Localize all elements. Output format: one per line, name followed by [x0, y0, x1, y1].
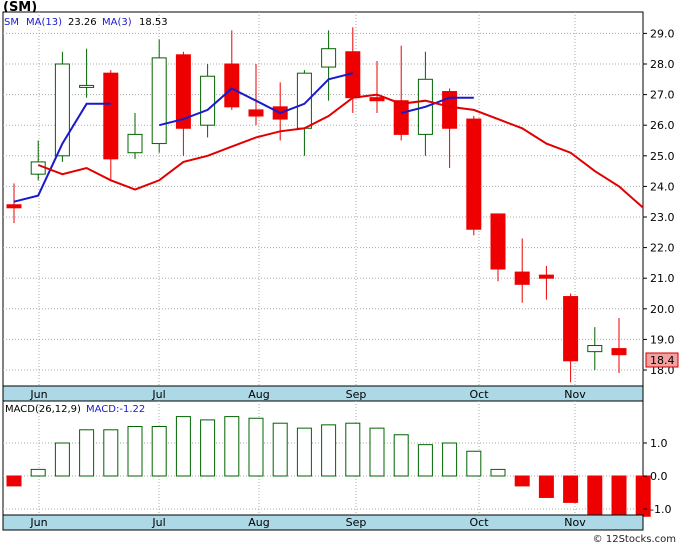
legend-ma-fast-label: MA(3) — [102, 17, 132, 28]
price-y-tick-label: 19.0 — [650, 333, 675, 346]
macd-bar — [321, 424, 337, 477]
legend-symbol: SM — [4, 17, 19, 28]
macd-y-tick-label: 1.0 — [650, 437, 668, 450]
candle-body — [587, 345, 603, 353]
macd-x-axis-band — [2, 514, 644, 531]
ticker-title: (SM) — [3, 0, 38, 15]
price-x-tick-label: Nov — [564, 388, 586, 401]
candle-body — [393, 100, 409, 135]
price-x-ticks: Jun Jul Aug Sep Oct Nov — [29, 388, 586, 401]
last-price-label: 18.4 — [650, 354, 675, 367]
price-x-tick-label: Sep — [346, 388, 367, 401]
macd-bar — [248, 417, 264, 477]
price-x-tick-label: Jun — [29, 388, 47, 401]
macd-bars-group — [6, 416, 651, 517]
candle-body — [248, 109, 264, 117]
macd-x-tick-label: Sep — [346, 516, 367, 529]
macd-bar — [272, 422, 288, 477]
macd-bar — [6, 475, 22, 487]
candle-body — [442, 91, 458, 129]
macd-x-tick-label: Jul — [151, 516, 165, 529]
macd-bar — [103, 429, 119, 477]
candle-body — [200, 75, 216, 126]
macd-y-tick-label: 0.0 — [650, 470, 668, 483]
macd-bar — [151, 426, 167, 477]
candle-body — [6, 204, 22, 209]
macd-bar — [587, 475, 603, 515]
price-y-ticks: 18.019.020.021.022.023.024.025.026.027.0… — [643, 27, 675, 377]
macd-bar — [54, 442, 70, 477]
candle-body — [79, 84, 95, 88]
candle-body — [151, 57, 167, 145]
macd-bar — [635, 475, 651, 517]
macd-x-tick-label: Aug — [248, 516, 269, 529]
macd-bar — [393, 434, 409, 477]
price-y-tick-label: 28.0 — [650, 58, 675, 71]
macd-y-tick-label: -1.0 — [650, 503, 671, 516]
macd-x-tick-label: Nov — [564, 516, 586, 529]
candle-body — [30, 161, 46, 175]
last-price-box — [645, 352, 679, 368]
macd-x-tick-label: Oct — [469, 516, 489, 529]
candle-body — [466, 118, 482, 230]
macd-x-tick-label: Jun — [29, 516, 47, 529]
price-y-tick-label: 24.0 — [650, 180, 675, 193]
ma-slow-line — [37, 93, 644, 209]
macd-bar — [563, 475, 579, 503]
macd-bar — [514, 475, 530, 487]
price-y-tick-label: 25.0 — [650, 150, 675, 163]
site-credit: © 12Stocks.com — [592, 534, 676, 545]
macd-bar — [442, 442, 458, 477]
macd-params-label: MACD(26,12,9) — [5, 404, 81, 415]
price-y-tick-label: 20.0 — [650, 303, 675, 316]
macd-bar — [79, 429, 95, 477]
candle-body — [563, 296, 579, 362]
macd-bar — [224, 416, 240, 477]
candle-body — [296, 72, 312, 129]
candle-body — [224, 63, 240, 108]
candle-body — [103, 72, 119, 160]
legend-ma-slow-value: 23.26 — [68, 17, 97, 28]
price-y-tick-label: 27.0 — [650, 89, 675, 102]
macd-bar — [417, 444, 433, 477]
candle-body — [369, 97, 385, 102]
price-y-tick-label: 23.0 — [650, 211, 675, 224]
legend-ma-slow-label: MA(13) — [26, 17, 62, 28]
candle-body — [514, 271, 530, 285]
macd-bar — [490, 468, 506, 477]
legend-ma-fast-value: 18.53 — [139, 17, 168, 28]
price-y-tick-label: 26.0 — [650, 119, 675, 132]
macd-y-ticks: 1.0 0.0 -1.0 — [643, 437, 671, 516]
ma-fast-line — [13, 72, 474, 203]
price-x-tick-label: Oct — [469, 388, 489, 401]
candle-body — [127, 133, 143, 154]
candle-body — [321, 48, 337, 68]
price-x-tick-label: Aug — [248, 388, 269, 401]
price-panel — [2, 11, 644, 403]
macd-bar — [611, 475, 627, 517]
candle-body — [538, 274, 554, 279]
price-y-tick-label: 22.0 — [650, 242, 675, 255]
candle-body — [54, 63, 70, 157]
candle-body — [611, 348, 627, 356]
price-y-tick-label: 21.0 — [650, 272, 675, 285]
moving-average-lines — [13, 72, 644, 209]
price-y-tick-label: 29.0 — [650, 27, 675, 40]
macd-bar — [369, 427, 385, 477]
candle-body — [175, 54, 191, 129]
candle-body — [490, 213, 506, 270]
macd-bar — [296, 427, 312, 477]
price-x-tick-label: Jul — [151, 388, 165, 401]
price-x-axis-band — [2, 385, 644, 403]
macd-value-label: MACD:-1.22 — [86, 404, 145, 415]
macd-bar — [466, 450, 482, 477]
macd-bar — [345, 422, 361, 477]
macd-bar — [538, 475, 554, 498]
macd-bar — [30, 468, 46, 477]
macd-bar — [200, 419, 216, 477]
macd-bar — [175, 416, 191, 477]
macd-bar — [127, 426, 143, 477]
macd-x-ticks: Jun Jul Aug Sep Oct Nov — [29, 516, 586, 529]
